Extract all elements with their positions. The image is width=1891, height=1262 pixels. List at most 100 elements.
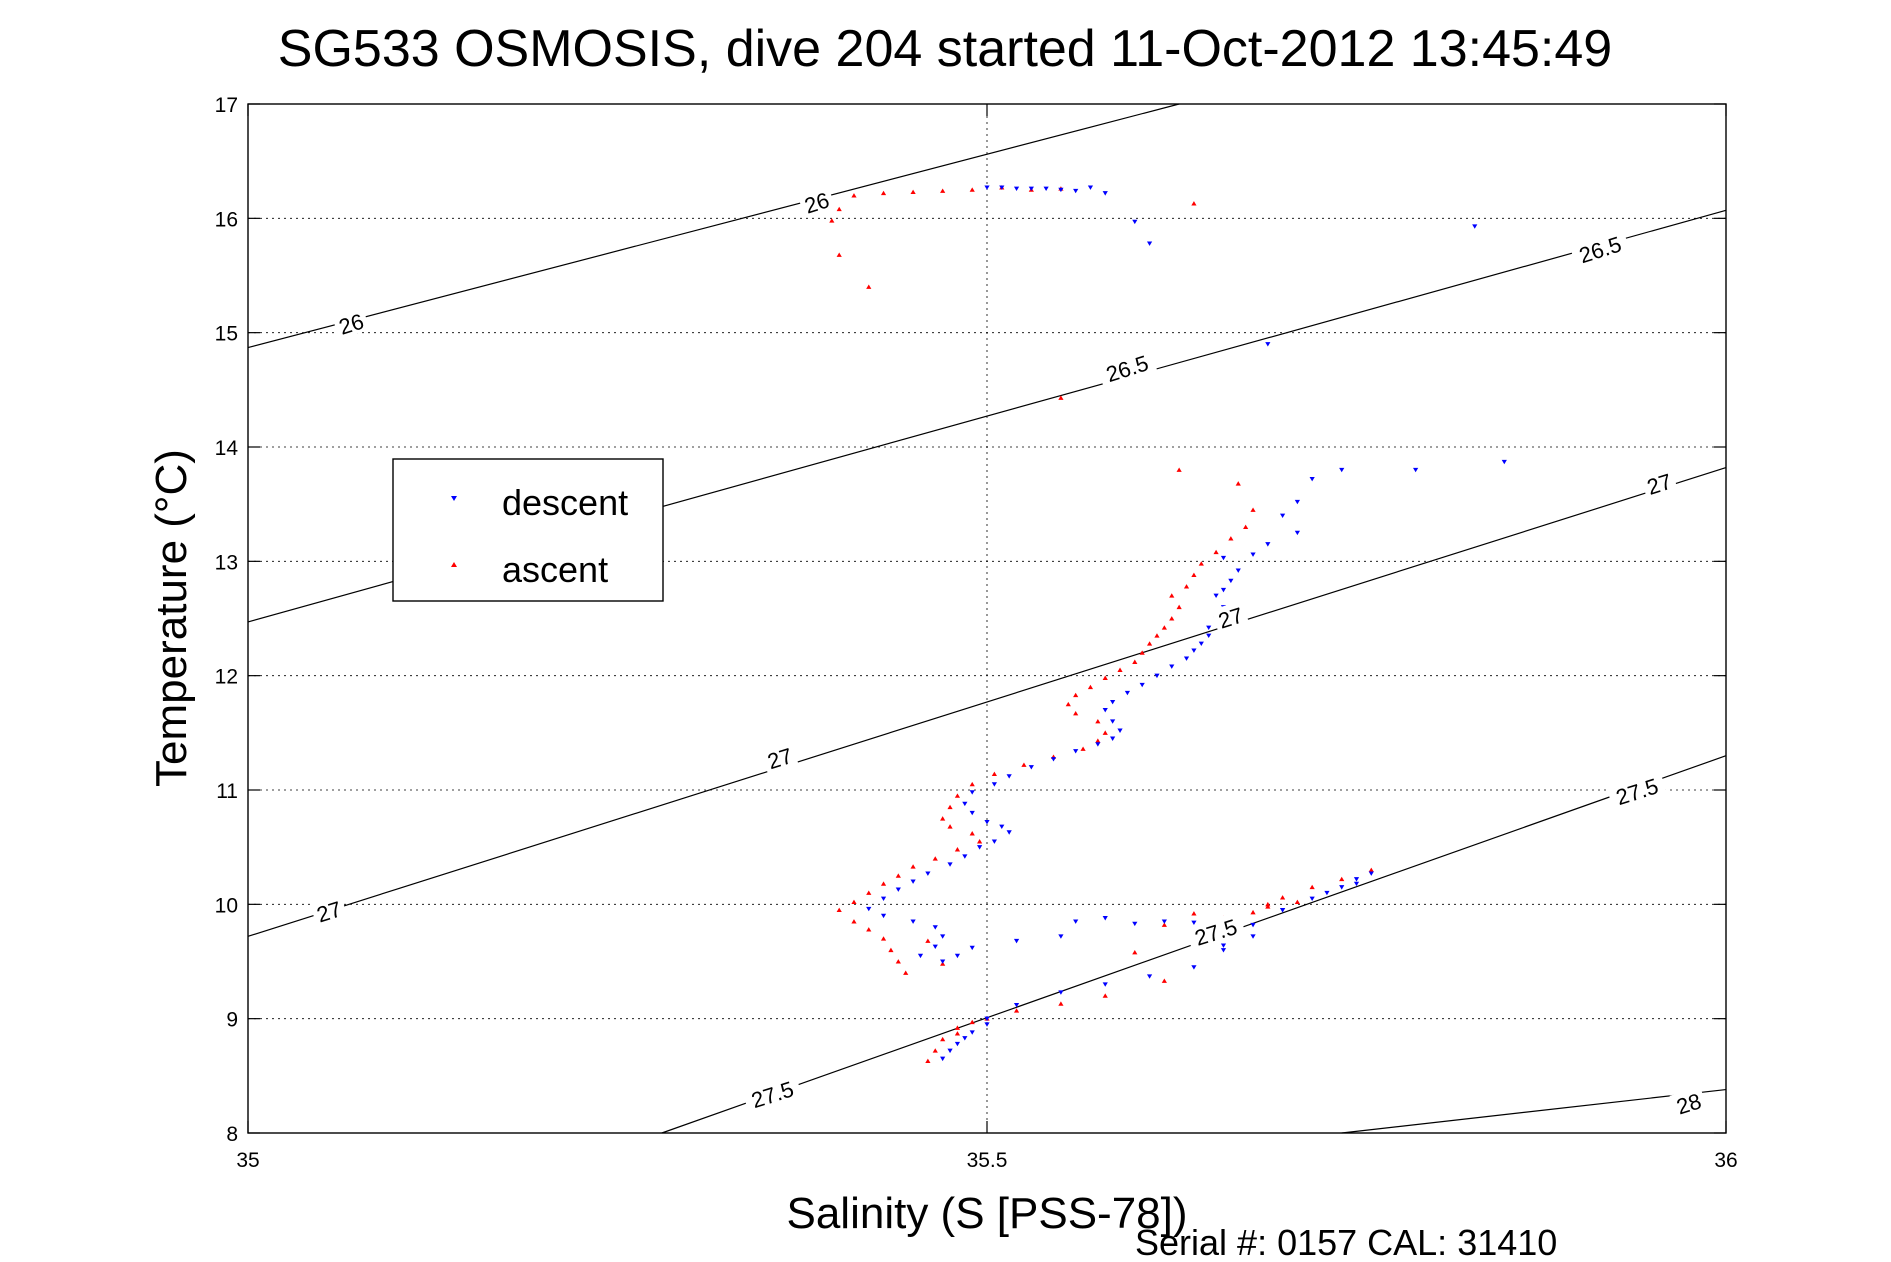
descent-point: [1006, 774, 1012, 779]
descent-point: [1191, 920, 1197, 926]
descent-point: [1235, 568, 1241, 573]
contour-label-text: 27.5: [1192, 914, 1240, 951]
ascent-point: [1191, 201, 1197, 206]
contour-label-bg: [1669, 1086, 1708, 1119]
contour-label-bg: [741, 1073, 803, 1114]
ascent-point: [1368, 867, 1374, 873]
x-axis-ticks: 35 35.5 36: [236, 104, 1738, 1172]
descent-point: [1146, 974, 1153, 979]
legend-descent-label: descent: [502, 482, 628, 523]
descent-point: [932, 944, 938, 950]
descent-point: [969, 945, 975, 951]
descent-point: [932, 925, 938, 930]
legend-ascent-marker: [451, 562, 457, 567]
descent-point: [1472, 224, 1478, 229]
descent-point: [1117, 728, 1123, 733]
ascent-point: [910, 189, 916, 195]
contour-label-bg: [1096, 347, 1158, 388]
descent-point: [1220, 555, 1227, 561]
y-tick-label: 15: [215, 323, 238, 346]
ascent-point: [1102, 730, 1108, 735]
descent-point: [1353, 881, 1360, 887]
ascent-point: [932, 856, 938, 861]
descent-point: [1110, 736, 1116, 741]
descent-point: [1220, 943, 1227, 948]
ascent-point: [1102, 675, 1108, 680]
ascent-point: [1250, 909, 1256, 915]
ascent-point: [1176, 604, 1182, 610]
contour-label-bg: [797, 185, 836, 218]
descent-point: [1250, 922, 1256, 928]
gridlines: [247, 103, 1727, 1134]
x-tick-label: 35: [236, 1149, 259, 1172]
y-tick-label: 14: [215, 437, 239, 460]
y-tick-label: 12: [215, 666, 238, 689]
descent-point: [1294, 530, 1300, 536]
descent-point: [1058, 934, 1064, 939]
descent-point: [1102, 916, 1108, 921]
descent-point: [1087, 185, 1094, 190]
descent-point: [910, 919, 916, 924]
ascent-point: [1058, 1001, 1064, 1006]
contour-label-text: 26.5: [1576, 231, 1624, 268]
descent-point: [1339, 467, 1345, 473]
ascent-point: [977, 839, 983, 844]
ascent-point: [1146, 641, 1153, 646]
descent-point: [977, 845, 983, 850]
ascent-point: [880, 190, 887, 196]
contour-label-text: 27.5: [748, 1076, 796, 1113]
ascent-point: [895, 959, 901, 964]
descent-point: [969, 810, 975, 816]
descent-point: [984, 820, 990, 825]
ascent-point: [925, 938, 931, 943]
descent-point: [1028, 186, 1034, 192]
y-tick-label: 16: [215, 208, 238, 231]
descent-point: [1102, 191, 1108, 196]
ascent-point: [1139, 650, 1145, 655]
descent-point: [1228, 578, 1234, 584]
contour-label-text: 26.5: [1103, 350, 1151, 387]
descent-point: [1058, 990, 1064, 995]
descent-point: [984, 1022, 990, 1027]
ascent-point: [1294, 899, 1300, 905]
contour-label-bg: [1606, 770, 1668, 811]
ascent-point: [1073, 692, 1079, 698]
descent-point: [940, 959, 946, 964]
descent-point: [1043, 186, 1049, 192]
descent-point: [910, 879, 916, 884]
contour-label-bg: [1211, 600, 1250, 633]
descent-point: [917, 953, 924, 959]
ascent-point: [1087, 684, 1094, 690]
descent-point: [880, 896, 887, 902]
descent-point: [1110, 699, 1116, 705]
ascent-series: [821, 185, 1374, 1063]
legend-ascent-label: ascent: [502, 549, 608, 590]
ascent-point: [925, 1058, 931, 1063]
y-tick-label: 9: [226, 1009, 238, 1032]
descent-point: [1073, 919, 1079, 924]
descent-point: [1250, 934, 1256, 939]
descent-point: [1198, 641, 1204, 647]
descent-point: [1191, 965, 1197, 970]
contour-label: 26.5: [1096, 347, 1158, 388]
descent-point: [1309, 477, 1315, 482]
ascent-point: [1161, 922, 1167, 927]
contour-label-bg: [1640, 466, 1678, 500]
descent-point: [991, 839, 997, 844]
contour-label: 26: [797, 185, 836, 219]
ascent-point: [947, 824, 953, 829]
ascent-point: [954, 1025, 961, 1030]
ascent-point: [1095, 719, 1101, 724]
descent-point: [895, 887, 901, 892]
descent-point: [1206, 633, 1212, 639]
ascent-point: [836, 252, 842, 257]
descent-point: [947, 1048, 953, 1054]
descent-point: [1146, 241, 1153, 246]
descent-point: [1220, 948, 1227, 953]
contour-label-bg: [1569, 228, 1631, 269]
ascent-point: [1154, 633, 1160, 638]
ascent-point: [1309, 884, 1315, 890]
descent-point: [954, 1041, 961, 1047]
contour-label: 27: [309, 894, 348, 927]
